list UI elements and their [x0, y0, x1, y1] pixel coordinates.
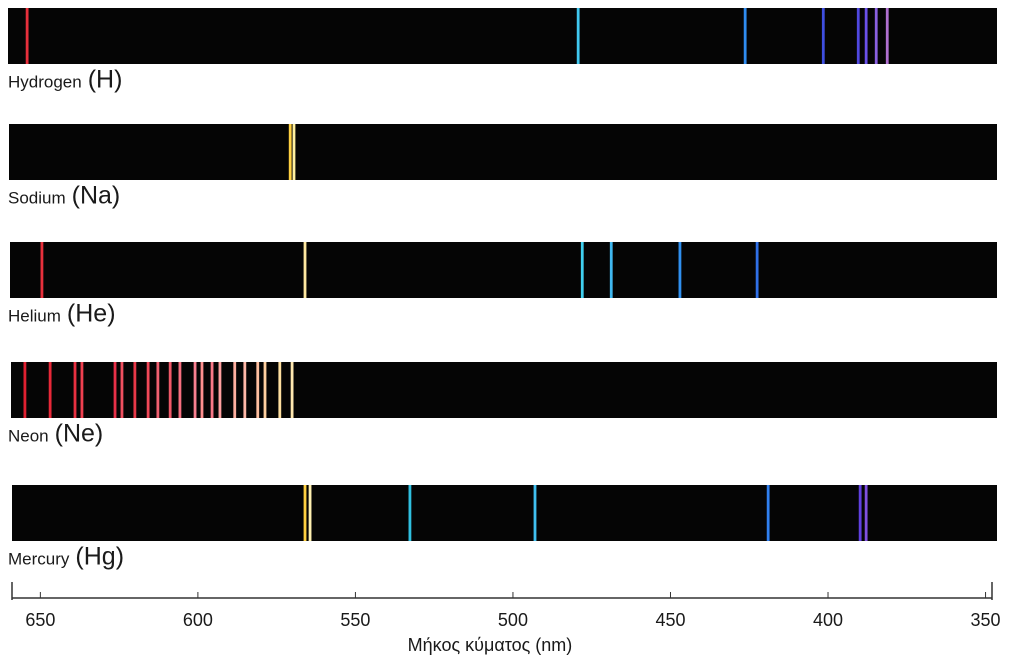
element-symbol: (H) — [88, 66, 123, 94]
x-tick-label: 500 — [498, 610, 528, 630]
emission-line — [865, 485, 868, 541]
emission-line — [865, 8, 868, 64]
emission-line — [233, 362, 236, 418]
spectrum-band — [10, 242, 997, 298]
emission-line — [293, 124, 296, 180]
element-symbol: (He) — [67, 300, 116, 328]
emission-line — [875, 8, 878, 64]
emission-line — [194, 362, 197, 418]
emission-line — [857, 8, 860, 64]
element-name: Mercury — [8, 549, 70, 568]
emission-line — [679, 242, 682, 298]
emission-line — [114, 362, 117, 418]
x-tick-label: 400 — [813, 610, 843, 630]
spectrum-band — [8, 8, 997, 64]
spectrum-band — [9, 124, 997, 180]
emission-line — [886, 8, 889, 64]
chart: Μήκος κύματος (nm) 650 600 550 500 450 400 350… — [0, 0, 1014, 660]
emission-line — [243, 362, 246, 418]
emission-line — [41, 242, 44, 298]
x-tick-label: 450 — [655, 610, 685, 630]
emission-line — [24, 362, 27, 418]
x-axis-label: Μήκος κύματος (nm) — [408, 635, 573, 655]
emission-line — [219, 362, 222, 418]
emission-line — [156, 362, 159, 418]
emission-line — [756, 242, 759, 298]
emission-line — [291, 362, 294, 418]
emission-line — [822, 8, 825, 64]
x-tick-label: 600 — [183, 610, 213, 630]
x-tick-label: 650 — [25, 610, 55, 630]
emission-line — [211, 362, 214, 418]
emission-line — [859, 485, 862, 541]
x-tick-label: 550 — [340, 610, 370, 630]
emission-line — [610, 242, 613, 298]
element-name: Sodium — [8, 188, 66, 207]
emission-line — [169, 362, 172, 418]
element-name: Helium — [8, 306, 61, 325]
emission-line — [409, 485, 412, 541]
emission-line — [121, 362, 124, 418]
emission-line — [74, 362, 77, 418]
emission-line — [534, 485, 537, 541]
emission-line — [581, 242, 584, 298]
emission-line — [179, 362, 182, 418]
emission-line — [577, 8, 580, 64]
element-symbol: (Na) — [72, 182, 121, 210]
emission-line — [278, 362, 281, 418]
spectrum-band — [12, 485, 997, 541]
emission-line — [133, 362, 136, 418]
element-name: Hydrogen — [8, 72, 82, 91]
emission-line — [49, 362, 52, 418]
emission-line — [767, 485, 770, 541]
emission-line — [81, 362, 84, 418]
emission-line — [304, 242, 307, 298]
emission-line — [304, 485, 307, 541]
emission-line — [147, 362, 150, 418]
element-symbol: (Hg) — [75, 543, 124, 571]
emission-line — [289, 124, 292, 180]
emission-line — [26, 8, 29, 64]
emission-line — [309, 485, 312, 541]
emission-line — [201, 362, 204, 418]
emission-line — [744, 8, 747, 64]
emission-line — [256, 362, 259, 418]
x-tick-label: 350 — [971, 610, 1001, 630]
element-name: Neon — [8, 426, 49, 445]
emission-line — [264, 362, 267, 418]
element-symbol: (Ne) — [55, 420, 104, 448]
